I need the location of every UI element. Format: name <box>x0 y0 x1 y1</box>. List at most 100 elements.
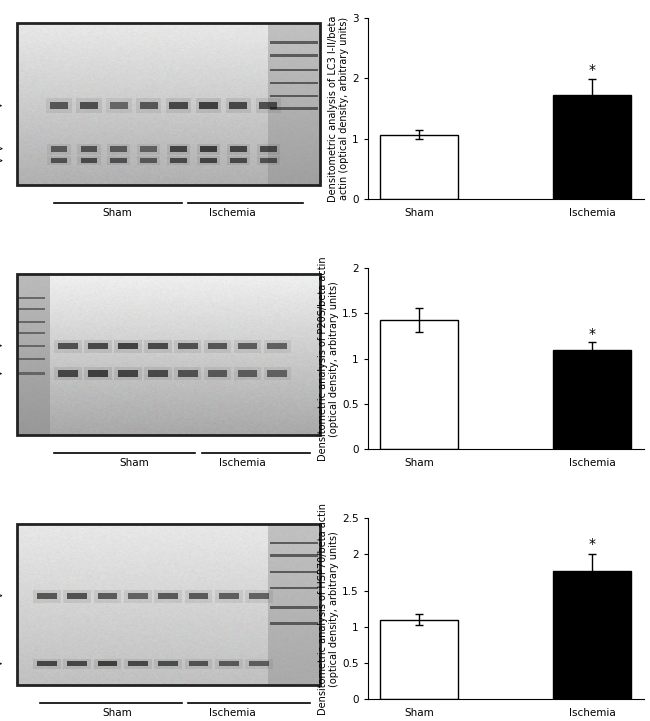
Bar <box>37 661 57 666</box>
Bar <box>204 368 231 380</box>
Bar <box>98 593 118 599</box>
Bar <box>270 606 318 609</box>
Bar <box>270 541 318 544</box>
Bar <box>118 343 138 350</box>
Bar <box>88 371 108 376</box>
Bar <box>17 523 320 685</box>
Bar <box>81 146 98 152</box>
Bar <box>50 102 68 110</box>
Point <box>185 699 192 707</box>
Bar <box>51 158 68 163</box>
Bar <box>270 554 318 557</box>
Bar <box>77 156 101 165</box>
Y-axis label: Densitometric analysis of HSP70/beta actin
(optical density, arbitrary units): Densitometric analysis of HSP70/beta act… <box>318 503 339 715</box>
Bar <box>170 146 187 152</box>
Text: LC3I >: LC3I > <box>0 144 3 154</box>
Bar <box>18 358 46 360</box>
Text: LC3II >: LC3II > <box>0 156 3 166</box>
Bar <box>155 659 182 669</box>
Point <box>185 198 192 207</box>
Bar <box>68 593 87 599</box>
Bar <box>18 296 46 298</box>
Bar <box>229 102 248 110</box>
Bar <box>215 659 242 669</box>
Bar <box>188 661 209 666</box>
Bar <box>270 41 318 44</box>
Bar <box>230 146 247 152</box>
Bar <box>111 146 127 152</box>
Bar <box>226 99 251 113</box>
Bar <box>200 158 217 163</box>
Point <box>299 198 307 207</box>
Bar <box>270 622 318 624</box>
Bar <box>55 340 82 353</box>
Bar <box>233 340 261 353</box>
Bar <box>233 368 261 380</box>
Bar <box>219 593 239 599</box>
Point <box>198 448 206 457</box>
Bar <box>259 102 278 110</box>
Bar <box>263 340 291 353</box>
Text: *: * <box>589 63 595 77</box>
Bar <box>215 590 242 603</box>
Bar <box>263 368 291 380</box>
Bar <box>270 68 318 71</box>
Bar <box>159 661 178 666</box>
Bar <box>196 99 221 113</box>
Bar <box>219 661 239 666</box>
Bar <box>58 343 78 350</box>
Bar <box>245 659 273 669</box>
Bar <box>159 593 178 599</box>
Bar <box>148 343 168 350</box>
Bar <box>208 343 227 350</box>
Bar <box>84 340 112 353</box>
Bar <box>17 273 320 435</box>
Bar <box>170 158 187 163</box>
Bar <box>33 659 60 669</box>
Bar <box>185 590 213 603</box>
Bar <box>106 99 131 113</box>
Bar <box>17 24 320 185</box>
Bar <box>227 143 250 155</box>
Bar <box>200 146 217 152</box>
Bar <box>167 156 190 165</box>
Point <box>50 448 58 457</box>
Bar <box>270 54 318 57</box>
Text: Sham: Sham <box>120 459 150 469</box>
Bar <box>64 659 91 669</box>
Bar <box>238 371 257 376</box>
Bar <box>51 146 68 152</box>
Bar <box>128 661 148 666</box>
Bar <box>245 590 273 603</box>
Bar <box>197 156 220 165</box>
Bar <box>148 371 168 376</box>
Bar <box>250 593 269 599</box>
Text: Sham: Sham <box>103 709 133 718</box>
Text: Ischemia: Ischemia <box>209 208 255 218</box>
Bar <box>174 368 202 380</box>
Text: Sham: Sham <box>103 208 133 218</box>
Bar <box>174 340 202 353</box>
Bar <box>185 659 213 669</box>
Bar <box>257 156 280 165</box>
Bar <box>255 99 281 113</box>
Bar <box>94 590 122 603</box>
Bar <box>170 102 188 110</box>
Y-axis label: Densitometric analysis of P20S/beta actin
(optical density, arbitrary units): Densitometric analysis of P20S/beta acti… <box>318 257 339 461</box>
Bar <box>178 343 198 350</box>
Bar <box>250 661 269 666</box>
Bar <box>37 593 57 599</box>
Bar <box>47 156 71 165</box>
Bar <box>188 593 209 599</box>
Bar <box>107 156 131 165</box>
Bar <box>166 99 191 113</box>
Bar <box>114 340 142 353</box>
Bar <box>46 99 72 113</box>
Bar <box>553 95 631 199</box>
Bar <box>230 158 247 163</box>
Bar <box>64 590 91 603</box>
Bar <box>77 143 101 155</box>
Bar <box>17 273 50 435</box>
Bar <box>137 143 161 155</box>
Bar <box>270 570 318 573</box>
